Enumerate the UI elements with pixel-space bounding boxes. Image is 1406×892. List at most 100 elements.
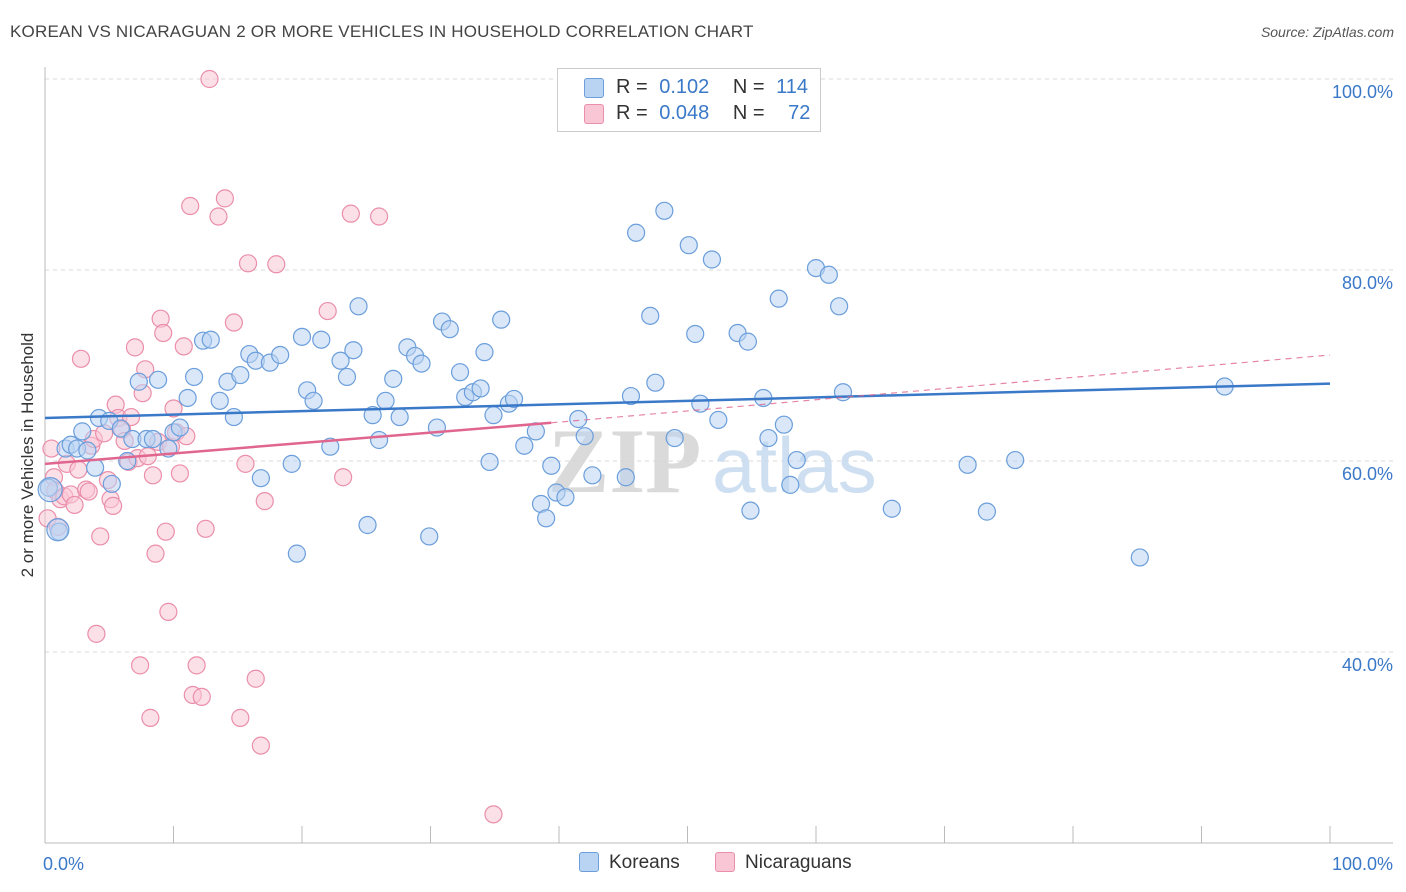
nicaraguan-point	[251, 736, 270, 755]
nicaraguan-point	[130, 656, 150, 675]
korean-point	[819, 265, 838, 284]
nicaraguan-point	[91, 527, 110, 546]
stats-legend: R = 0.102 N = 114 R = 0.048 N = 72	[557, 68, 821, 132]
nicaraguan-point	[65, 495, 84, 515]
korean-point	[450, 363, 470, 382]
nicaraguan-point	[236, 454, 255, 473]
korean-point	[440, 320, 459, 339]
korean-point	[1130, 548, 1149, 567]
korean-point	[231, 365, 250, 385]
korean-point	[86, 458, 105, 477]
nicaraguans-legend-label: Nicaraguans	[745, 852, 852, 873]
korean-point	[830, 297, 849, 316]
nicaraguan-point	[370, 207, 389, 226]
nicaraguan-point	[255, 492, 274, 511]
nicaraguan-point	[69, 460, 88, 479]
korean-point	[412, 354, 431, 373]
korean-point	[515, 436, 534, 455]
korean-point	[583, 466, 602, 485]
korean-point	[370, 430, 389, 450]
nicaraguan-point	[87, 624, 106, 643]
koreans-points	[37, 201, 1234, 567]
nicaraguan-point	[154, 323, 173, 343]
korean-point	[958, 455, 977, 474]
korean-point	[390, 407, 409, 427]
nicaraguan-point	[200, 69, 219, 89]
nicaraguans-r-value: 0.048	[659, 102, 710, 124]
nicaraguan-point	[156, 522, 175, 541]
korean-point	[184, 367, 204, 387]
korean-point	[331, 351, 350, 370]
nicaraguans-legend-swatch	[715, 852, 735, 872]
n-label: N =	[732, 76, 765, 98]
nicaraguan-point	[104, 496, 123, 515]
korean-point	[46, 518, 70, 542]
korean-point	[665, 428, 684, 448]
source-label: Source: ZipAtlas.com	[1260, 24, 1394, 40]
korean-point	[769, 289, 788, 308]
koreans-n-value: 114	[776, 76, 809, 98]
korean-point	[641, 306, 660, 325]
x-tick-label: 0.0%	[43, 854, 84, 874]
korean-point	[111, 419, 130, 438]
korean-point	[537, 509, 556, 528]
korean-point	[480, 452, 499, 472]
korean-point	[287, 544, 306, 563]
korean-point	[224, 407, 243, 427]
korean-point	[78, 441, 97, 460]
nicaraguan-point	[231, 708, 250, 727]
korean-point	[376, 391, 395, 410]
korean-point	[492, 310, 511, 329]
korean-point	[1006, 450, 1025, 470]
nicaraguan-point	[181, 196, 200, 216]
koreans-legend-swatch	[579, 852, 599, 872]
nicaraguan-point	[174, 337, 193, 356]
korean-point	[759, 428, 778, 448]
y-tick-label: 40.0%	[1342, 655, 1393, 675]
korean-point	[542, 456, 561, 475]
nicaraguans-n-value: 72	[788, 102, 811, 124]
korean-point	[251, 469, 270, 488]
bottom-legend-nicaraguans[interactable]: Nicaraguans	[715, 852, 852, 874]
trend-lines	[44, 354, 1331, 466]
korean-point	[304, 391, 323, 410]
korean-point	[102, 474, 121, 494]
korean-point	[129, 372, 148, 391]
r-label: R =	[616, 102, 648, 124]
nicaraguan-point	[196, 519, 215, 538]
korean-point	[337, 367, 357, 387]
gridlines	[45, 78, 1393, 653]
korean-point	[210, 391, 229, 410]
korean-point	[787, 450, 806, 470]
x-tick-label: 100.0%	[1332, 854, 1393, 874]
korean-point	[384, 369, 403, 388]
korean-point	[143, 429, 163, 449]
nicaraguan-point	[170, 464, 190, 483]
korean-point	[977, 502, 997, 521]
tick-labels: 100.0% 80.0% 60.0% 40.0% 0.0% 100.0%	[43, 82, 1393, 874]
korean-point	[709, 410, 728, 430]
korean-point	[575, 427, 594, 446]
korean-point	[616, 468, 635, 487]
nicaraguans-swatch	[584, 104, 604, 124]
korean-point	[702, 250, 722, 269]
nicaraguan-point	[146, 544, 165, 563]
y-tick-label: 60.0%	[1342, 464, 1393, 484]
korean-point	[292, 327, 312, 346]
korean-point	[178, 388, 197, 408]
korean-point	[363, 406, 382, 425]
korean-point	[312, 330, 331, 349]
bottom-legend-koreans[interactable]: Koreans	[579, 852, 680, 874]
nicaraguan-point	[246, 669, 265, 688]
nicaraguans-trend-line	[44, 421, 552, 466]
chart-title: KOREAN VS NICARAGUAN 2 OR MORE VEHICLES …	[10, 22, 754, 41]
korean-point	[882, 499, 901, 518]
nicaraguan-point	[267, 255, 286, 274]
korean-point	[504, 389, 524, 409]
r-label: R =	[616, 76, 648, 98]
korean-point	[271, 345, 290, 365]
nicaraguan-point	[318, 301, 337, 321]
nicaraguan-point	[159, 602, 178, 621]
korean-point	[148, 370, 168, 389]
nicaraguan-point	[209, 207, 228, 226]
